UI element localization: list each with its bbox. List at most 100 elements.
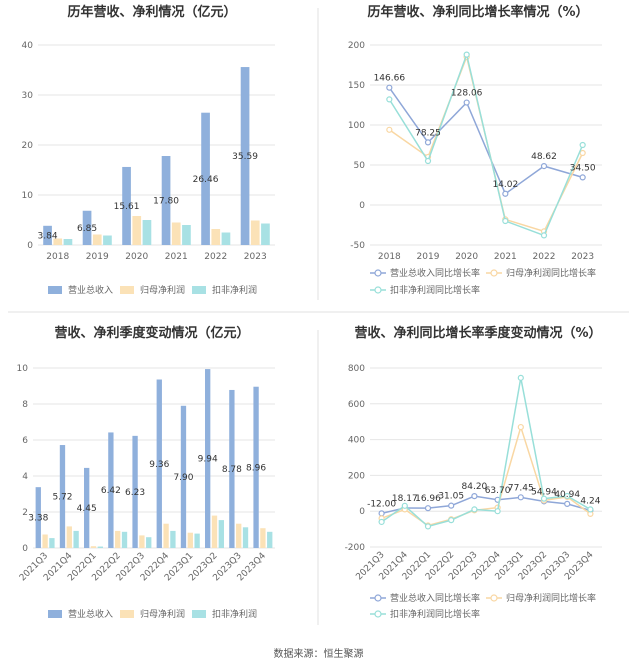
legend-swatch <box>120 610 134 618</box>
data-label: 3.84 <box>38 231 58 241</box>
bar <box>170 530 176 548</box>
data-label: 8.96 <box>246 463 266 473</box>
bar <box>53 238 63 245</box>
series-point <box>463 99 470 106</box>
legend-label: 扣非净利润同比增长率 <box>390 608 480 620</box>
y-tick-label: 200 <box>348 471 365 481</box>
bar <box>180 405 187 548</box>
bar <box>250 220 260 245</box>
data-label: 6.23 <box>125 488 145 498</box>
data-label: 14.02 <box>492 180 518 190</box>
bar <box>260 528 266 548</box>
bar <box>132 435 138 548</box>
series-point <box>579 174 586 181</box>
series-line <box>381 495 591 515</box>
legend-swatch <box>120 286 134 294</box>
legend-swatch-marker <box>490 594 498 602</box>
legend-label: 归母净利润 <box>140 608 185 620</box>
chart-1: 历年营收、净利情况（亿元） 0 10 20 30 40 2018 2019 2020 2021 20… <box>22 4 275 296</box>
data-label: 5.72 <box>52 493 72 503</box>
series-point <box>502 190 509 197</box>
bar <box>211 229 221 245</box>
bar <box>73 530 79 548</box>
bar <box>42 534 48 548</box>
x-tick-label: 2020 <box>455 252 478 262</box>
bar <box>182 225 191 245</box>
bar <box>240 67 250 245</box>
y-tick-label: 4 <box>22 472 28 482</box>
bar <box>115 530 121 548</box>
series-point <box>471 493 478 500</box>
legend-label: 营业总收入 <box>68 608 113 620</box>
bar <box>171 222 181 245</box>
data-label: 16.96 <box>415 494 441 504</box>
data-label: 77.45 <box>508 483 534 493</box>
bar <box>236 523 242 548</box>
series-point <box>378 510 385 517</box>
data-label: 4.24 <box>580 496 600 506</box>
legend-swatch <box>48 610 62 618</box>
data-label: 3.38 <box>28 514 48 524</box>
data-label: 146.66 <box>374 74 406 84</box>
legend-swatch-marker <box>374 286 382 294</box>
legend: 营业总收入 归母净利润 扣非净利润 <box>48 608 257 620</box>
series-line <box>381 424 591 527</box>
y-tick-label: 600 <box>348 400 365 410</box>
data-label: 54.94 <box>531 487 557 497</box>
chart-title: 历年营收、净利情况（亿元） <box>67 4 236 20</box>
chart-title: 历年营收、净利同比增长率情况（%） <box>367 4 588 20</box>
bar <box>103 235 112 245</box>
y-tick-label: 200 <box>348 41 365 51</box>
x-tick-label: 2021 <box>165 252 188 262</box>
series-point <box>424 157 432 165</box>
data-source-label: 数据来源：恒生聚源 <box>273 649 364 660</box>
legend: 营业总收入 归母净利润 扣非净利润 <box>48 284 257 296</box>
series-point <box>564 500 571 507</box>
x-tick-label: 2022 <box>204 252 227 262</box>
data-label: 26.46 <box>193 175 219 185</box>
data-label: 6.85 <box>77 224 97 234</box>
bar <box>122 166 131 245</box>
bar <box>261 223 270 245</box>
y-tick-label: 30 <box>22 91 34 101</box>
bar <box>229 389 235 548</box>
bar <box>146 537 152 548</box>
y-tick-label: 50 <box>354 161 366 171</box>
legend-label: 扣非净利润同比增长率 <box>390 284 480 296</box>
bar <box>35 487 41 548</box>
data-label: 48.62 <box>531 152 557 162</box>
y-tick-label: 400 <box>348 436 365 446</box>
y-tick-label: 800 <box>348 364 365 374</box>
chart-title: 营收、净利季度变动情况（亿元） <box>54 325 249 341</box>
series-point <box>502 217 509 225</box>
bar <box>49 538 55 548</box>
bar <box>43 225 52 245</box>
data-label: 6.42 <box>101 486 121 496</box>
bar <box>142 220 152 245</box>
x-tick-label: 2018 <box>378 252 401 262</box>
data-label: 35.59 <box>232 152 258 162</box>
bar <box>163 523 169 548</box>
bar <box>59 445 66 548</box>
data-label: 40.94 <box>554 490 580 500</box>
series-point <box>424 139 432 146</box>
legend-swatch <box>48 286 62 294</box>
x-tick-label: 2019 <box>86 252 109 262</box>
data-label: 9.36 <box>149 460 169 470</box>
bar <box>97 546 103 548</box>
bar <box>92 234 102 245</box>
bar <box>139 535 145 548</box>
series-point <box>463 51 470 58</box>
data-label: 34.50 <box>570 163 596 173</box>
y-tick-label: 2 <box>22 508 28 518</box>
y-tick-label: 6 <box>22 436 28 446</box>
legend-label: 归母净利润同比增长率 <box>506 267 596 279</box>
series-point <box>517 423 524 431</box>
bar <box>194 533 200 548</box>
bar <box>221 232 231 245</box>
x-tick-label: 2019 <box>417 252 440 262</box>
bar <box>84 467 90 548</box>
chart-3: 营收、净利季度变动情况（亿元）02468102021Q32021Q42022Q1… <box>17 325 275 620</box>
legend-swatch-marker <box>374 594 382 602</box>
